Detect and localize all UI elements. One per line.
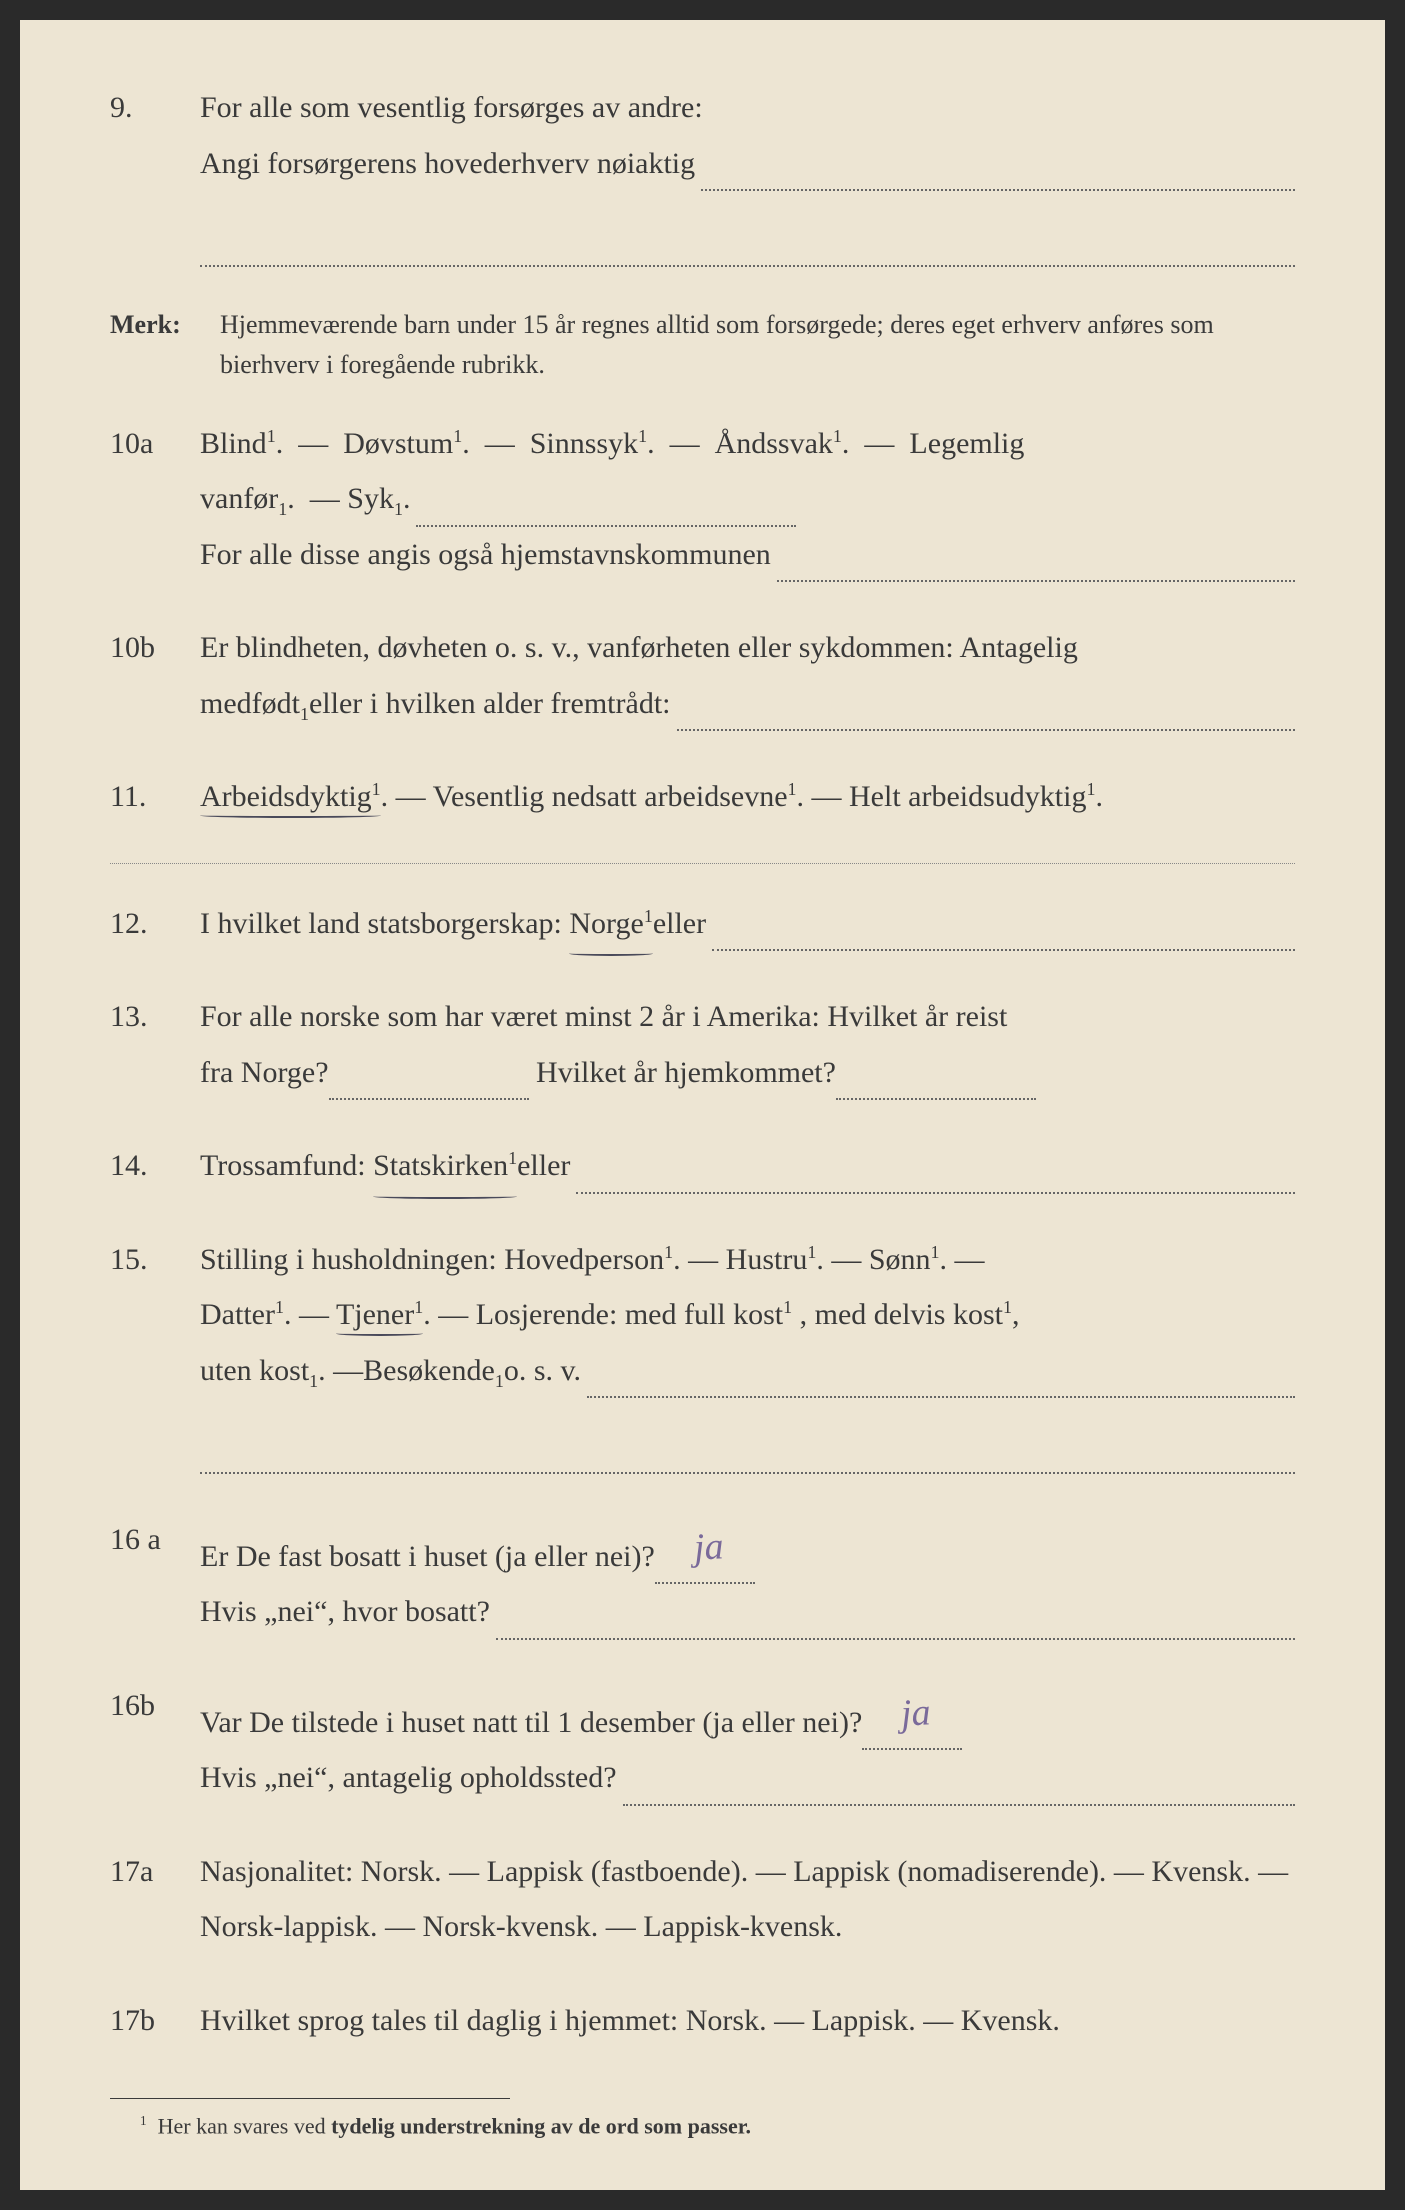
blank-line[interactable] [496, 1598, 1295, 1640]
blank-line[interactable] [836, 1098, 1036, 1100]
q12-number: 12. [110, 896, 200, 952]
opt-syk: Syk [347, 471, 394, 527]
blank-line[interactable] [701, 149, 1295, 191]
footnote-text1: Her kan svares ved [158, 2114, 332, 2139]
q10a-line2: vanfør1. — Syk1. [200, 471, 1295, 527]
q15-text1: Stilling i husholdningen: Hovedperson [200, 1243, 664, 1276]
q10a-line3: For alle disse angis også hjemstavnskomm… [200, 527, 771, 583]
q16b-text2: Hvis „nei“, antagelig opholdssted? [200, 1750, 617, 1806]
merk-label: Merk: [110, 305, 220, 386]
handwritten-ja: ja [692, 1511, 725, 1583]
opt-sinnssyk: Sinnssyk [530, 427, 638, 460]
opt-norge: Norge [569, 907, 643, 940]
q10a-line1: Blind1. — Døvstum1. — Sinnssyk1. — Åndss… [200, 416, 1295, 472]
q14-text1: Trossamfund: [200, 1138, 366, 1194]
footnote-num: 1 [140, 2113, 147, 2128]
q17a-number: 17a [110, 1844, 200, 1955]
q16a-text2: Hvis „nei“, hvor bosatt? [200, 1584, 490, 1640]
q11-body: Arbeidsdyktig1. — Vesentlig nedsatt arbe… [200, 769, 1295, 825]
merk-text: Hjemmeværende barn under 15 år regnes al… [220, 305, 1295, 386]
question-11: 11. Arbeidsdyktig1. — Vesentlig nedsatt … [110, 769, 1295, 825]
footnote-text2: tydelig understrekning av de ord som pas… [331, 2114, 751, 2139]
blank-line[interactable] [200, 1426, 1295, 1474]
blank-line[interactable] [329, 1098, 529, 1100]
q10a-number: 10a [110, 416, 200, 583]
question-17b: 17b Hvilket sprog tales til daglig i hje… [110, 1993, 1295, 2049]
opt-hustru: Hustru [726, 1243, 808, 1276]
opt-statskirken: Statskirken [373, 1149, 508, 1182]
opt-blind: Blind [200, 427, 267, 460]
opt-dovstum: Døvstum [343, 427, 453, 460]
footnote: 1 Her kan svares ved tydelig understrekn… [110, 2113, 1295, 2139]
question-14: 14. Trossamfund: Statskirken1 eller [110, 1138, 1295, 1194]
q10b-medfodt: medfødt [200, 676, 300, 732]
answer-field[interactable]: ja [655, 1512, 755, 1584]
q9-line1: For alle som vesentlig forsørges av andr… [200, 80, 1295, 136]
blank-line[interactable] [200, 219, 1295, 267]
opt-andssvak: Åndssvak [715, 427, 833, 460]
question-10b: 10b Er blindheten, døvheten o. s. v., va… [110, 620, 1295, 731]
question-9: 9. For alle som vesentlig forsørges av a… [110, 80, 1295, 267]
blank-line[interactable] [777, 540, 1295, 582]
q13-text3: Hvilket år hjemkommet? [536, 1045, 836, 1101]
question-16a: 16 a Er De fast bosatt i huset (ja eller… [110, 1512, 1295, 1640]
q15-line2: Datter1. — Tjener1. — Losjerende: med fu… [200, 1287, 1295, 1343]
q16b-text1: Var De tilstede i huset natt til 1 desem… [200, 1695, 862, 1751]
blank-line[interactable] [587, 1356, 1295, 1398]
q11-number: 11. [110, 769, 200, 825]
q12-text1: I hvilket land statsborgerskap: [200, 896, 562, 952]
blank-line[interactable] [623, 1764, 1295, 1806]
question-13: 13. For alle norske som har været minst … [110, 989, 1295, 1100]
footnote-divider [110, 2098, 510, 2099]
q13-number: 13. [110, 989, 200, 1100]
opt-sonn: Sønn [869, 1243, 931, 1276]
q9-line2: Angi forsørgerens hovederhverv nøiaktig [200, 136, 695, 192]
q13-line1: For alle norske som har været minst 2 år… [200, 989, 1295, 1045]
note-merk: Merk: Hjemmeværende barn under 15 år reg… [110, 305, 1295, 386]
q10b-text2b: eller i hvilken alder fremtrådt: [309, 676, 671, 732]
opt-nedsatt: Vesentlig nedsatt arbeidsevne [433, 780, 788, 813]
q15-text4: uten kost [200, 1343, 309, 1399]
q15-text2: Losjerende: med full kost [476, 1298, 783, 1331]
opt-arbeidsdyktig: Arbeidsdyktig [200, 780, 372, 813]
blank-line[interactable] [576, 1152, 1295, 1194]
question-15: 15. Stilling i husholdningen: Hovedperso… [110, 1232, 1295, 1475]
q15-text5: o. s. v. [504, 1343, 581, 1399]
opt-tjener: Tjener [336, 1298, 414, 1331]
answer-field[interactable]: ja [862, 1678, 962, 1750]
handwritten-ja: ja [900, 1677, 933, 1749]
blank-line[interactable] [677, 689, 1296, 731]
q17a-text: Nasjonalitet: Norsk. — Lappisk (fastboen… [200, 1844, 1295, 1955]
q10b-number: 10b [110, 620, 200, 731]
q10b-line1: Er blindheten, døvheten o. s. v., vanfør… [200, 620, 1295, 676]
q14-number: 14. [110, 1138, 200, 1194]
question-16b: 16b Var De tilstede i huset natt til 1 d… [110, 1678, 1295, 1806]
q17b-number: 17b [110, 1993, 200, 2049]
opt-vanfor: vanfør [200, 471, 278, 527]
q17b-text: Hvilket sprog tales til daglig i hjemmet… [200, 1993, 1295, 2049]
q16b-number: 16b [110, 1678, 200, 1806]
question-10a: 10a Blind1. — Døvstum1. — Sinnssyk1. — Å… [110, 416, 1295, 583]
q14-text2: eller [517, 1138, 570, 1194]
question-17a: 17a Nasjonalitet: Norsk. — Lappisk (fast… [110, 1844, 1295, 1955]
divider [110, 863, 1295, 864]
opt-datter: Datter [200, 1298, 275, 1331]
document-page: 9. For alle som vesentlig forsørges av a… [20, 20, 1385, 2190]
q16a-text1: Er De fast bosatt i huset (ja eller nei)… [200, 1529, 655, 1585]
q9-number: 9. [110, 80, 200, 267]
opt-legemlig: Legemlig [909, 427, 1024, 460]
blank-line[interactable] [712, 909, 1295, 951]
q16a-number: 16 a [110, 1512, 200, 1640]
q15-text3: , med delvis kost [800, 1298, 1003, 1331]
q12-text2: eller [653, 896, 706, 952]
blank-line[interactable] [416, 485, 796, 527]
q15-number: 15. [110, 1232, 200, 1475]
question-12: 12. I hvilket land statsborgerskap: Norg… [110, 896, 1295, 952]
opt-udyktig: Helt arbeidsudyktig [849, 780, 1086, 813]
q15-line1: Stilling i husholdningen: Hovedperson1. … [200, 1232, 1295, 1288]
q15-line3: uten kost1. — Besøkende1 o. s. v. [200, 1343, 1295, 1399]
q13-text2: fra Norge? [200, 1045, 329, 1101]
opt-besokende: Besøkende [363, 1343, 495, 1399]
